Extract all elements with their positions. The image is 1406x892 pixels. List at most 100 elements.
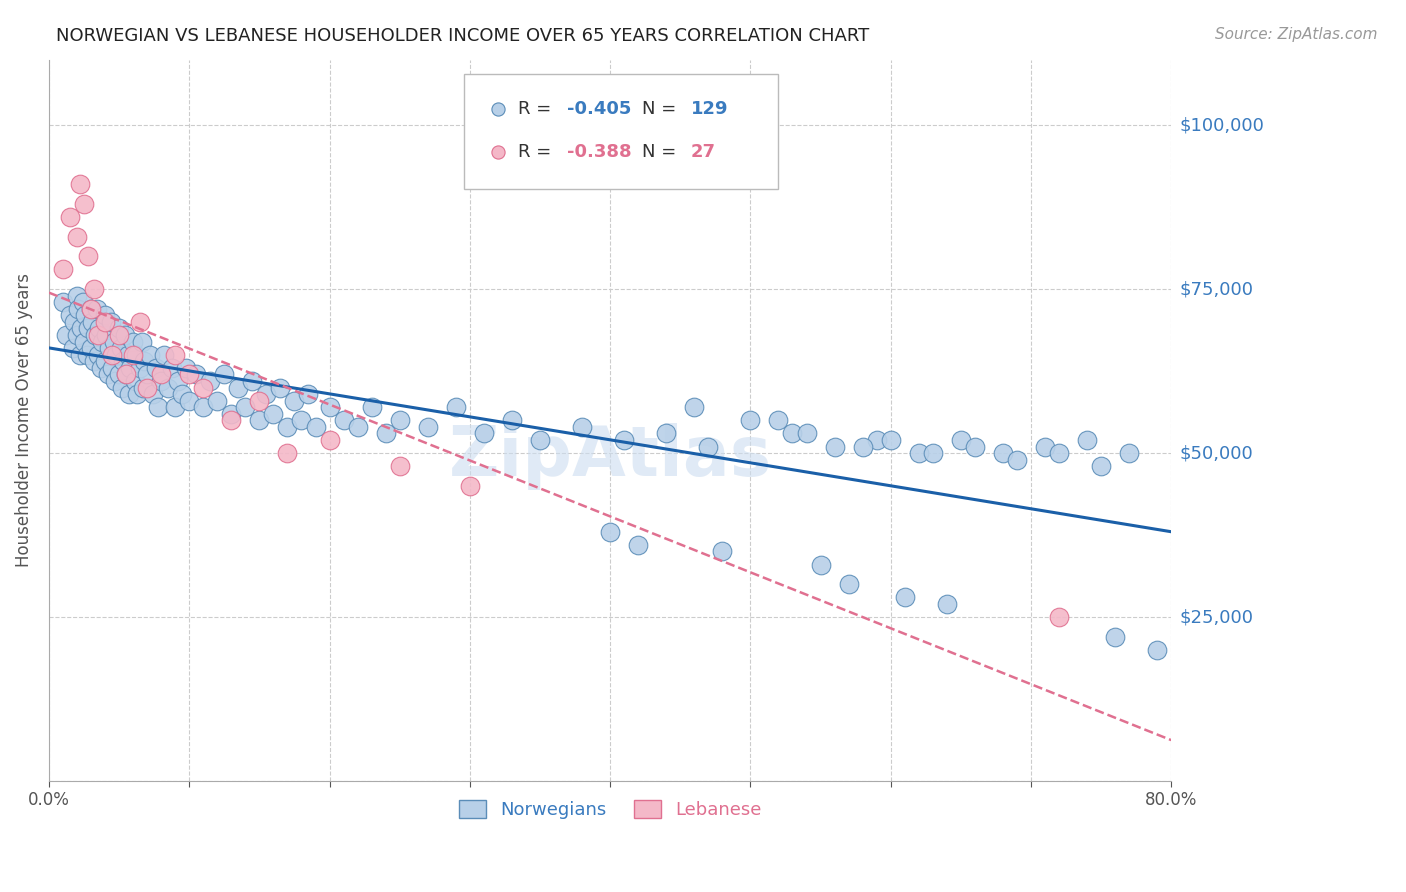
Point [269,380,291,394]
Point [297,387,319,401]
Point [70,321,93,335]
Point [153,348,176,362]
Point [346,420,368,434]
Point [86,301,108,316]
Point [91,334,114,349]
Point [711,544,734,558]
Point [87,348,110,362]
Point [136,380,159,394]
Point [98,341,121,355]
Point [221,413,243,427]
Point [599,524,621,539]
Text: $25,000: $25,000 [1180,608,1254,626]
Point [75,309,97,323]
Text: $75,000: $75,000 [1180,280,1254,298]
Point [108,321,131,335]
Point [89,321,111,335]
Point [80,341,103,355]
Point [228,380,250,394]
Point [83,354,105,368]
Point [176,360,198,375]
Point [697,440,720,454]
Point [148,400,170,414]
Point [1033,440,1056,454]
Point [388,459,411,474]
Point [76,348,98,362]
Point [221,407,243,421]
Point [921,446,943,460]
Point [599,774,621,789]
Point [907,446,929,460]
Text: $50,000: $50,000 [1180,444,1253,462]
Point [94,309,117,323]
Point [247,393,270,408]
Point [529,433,551,447]
Point [69,348,91,362]
Point [108,328,131,343]
Point [72,295,94,310]
Point [1104,630,1126,644]
Point [73,197,96,211]
Point [142,387,165,401]
Point [112,354,135,368]
Point [94,315,117,329]
Point [118,387,141,401]
Point [838,577,860,591]
Point [122,334,145,349]
Point [87,328,110,343]
Point [824,440,846,454]
Point [66,229,89,244]
Point [935,597,957,611]
Point [101,348,124,362]
Point [115,368,138,382]
Point [501,413,523,427]
Point [145,360,167,375]
Point [167,374,190,388]
Legend: Norwegians, Lebanese: Norwegians, Lebanese [451,792,769,826]
Point [114,328,136,343]
Point [388,413,411,427]
Point [136,368,159,382]
Text: -0.388: -0.388 [568,143,633,161]
Point [150,374,173,388]
Point [782,426,804,441]
Point [613,433,636,447]
Point [52,262,75,277]
Point [655,426,678,441]
Text: NORWEGIAN VS LEBANESE HOUSEHOLDER INCOME OVER 65 YEARS CORRELATION CHART: NORWEGIAN VS LEBANESE HOUSEHOLDER INCOME… [56,27,869,45]
Point [125,348,148,362]
Point [59,210,82,224]
Point [96,328,118,343]
Point [100,315,122,329]
Point [117,348,139,362]
Point [83,282,105,296]
Point [683,400,706,414]
Point [193,400,215,414]
Point [104,374,127,388]
Point [105,348,128,362]
Point [97,368,120,382]
Point [172,387,194,401]
Text: ZipAtlas: ZipAtlas [449,423,772,490]
Point [162,360,184,375]
Point [360,400,382,414]
Text: R =: R = [517,100,557,118]
Text: 129: 129 [690,100,728,118]
Point [134,354,156,368]
Point [186,368,208,382]
Point [768,413,790,427]
Point [242,374,264,388]
Point [879,433,901,447]
Point [318,433,340,447]
Point [139,348,162,362]
Point [1047,446,1070,460]
Point [66,288,89,302]
Point [374,426,396,441]
Y-axis label: Householder Income Over 65 years: Householder Income Over 65 years [15,273,32,567]
Text: R =: R = [517,143,557,161]
Point [179,393,201,408]
Point [110,341,132,355]
Point [290,413,312,427]
Point [991,446,1014,460]
Point [1076,433,1098,447]
